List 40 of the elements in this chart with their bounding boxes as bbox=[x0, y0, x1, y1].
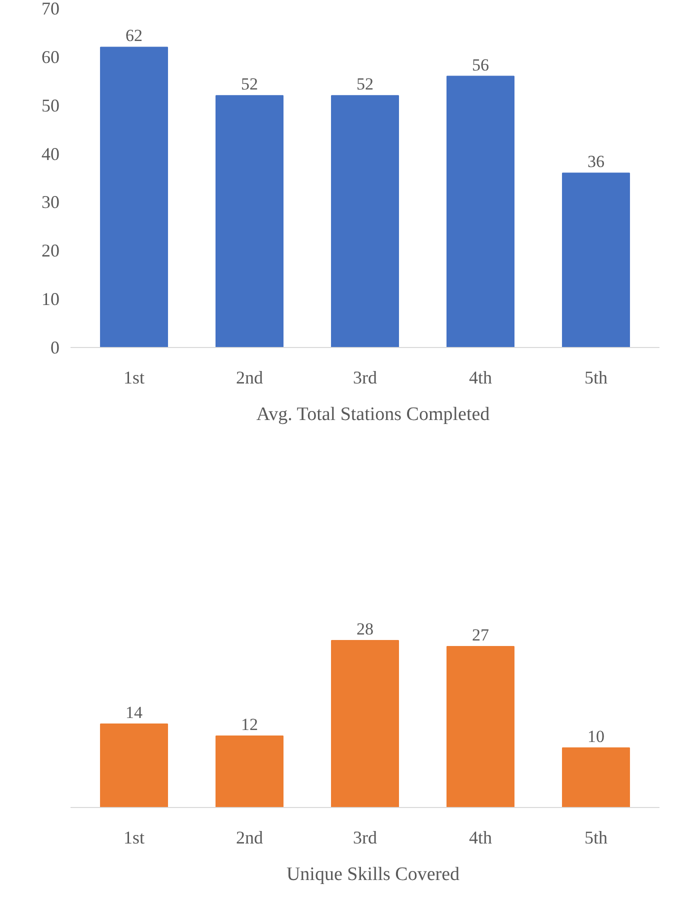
bar bbox=[446, 76, 514, 348]
text: Unique Skills Covered bbox=[286, 864, 460, 886]
x-tick-label: 5th bbox=[584, 368, 608, 388]
x-tick-label: 2nd bbox=[236, 828, 264, 848]
data-label: 27 bbox=[472, 626, 490, 644]
data-label: 12 bbox=[241, 714, 258, 734]
bar bbox=[562, 747, 630, 808]
data-label: 62 bbox=[126, 26, 143, 46]
y-tick-label: 0 bbox=[50, 338, 60, 358]
bar bbox=[216, 95, 284, 348]
x-tick-label: 3rd bbox=[353, 828, 378, 848]
bar bbox=[100, 724, 168, 808]
x-tick-label: 2nd bbox=[236, 368, 264, 388]
y-tick-label: 70 bbox=[42, 0, 60, 18]
bar bbox=[100, 46, 168, 348]
y-tick-label: 50 bbox=[42, 95, 60, 116]
x-tick-label: 4th bbox=[468, 828, 492, 848]
bar bbox=[216, 735, 284, 808]
x-tick-label: 3rd bbox=[353, 368, 378, 388]
x-tick-label: 5th bbox=[584, 828, 608, 848]
y-tick-label: 10 bbox=[42, 289, 60, 310]
bar bbox=[562, 172, 630, 348]
data-label: 36 bbox=[587, 152, 604, 172]
text: Avg. Total Stations Completed bbox=[256, 404, 490, 426]
y-tick-label: 40 bbox=[42, 144, 60, 164]
data-label: 10 bbox=[587, 726, 604, 746]
x-tick-label: 4th bbox=[468, 368, 492, 388]
data-label: 56 bbox=[472, 55, 489, 74]
data-label: 52 bbox=[241, 74, 258, 94]
bar bbox=[446, 646, 514, 808]
data-label: 52 bbox=[356, 74, 374, 94]
y-tick-label: 20 bbox=[42, 240, 60, 261]
x-tick-label: 1st bbox=[124, 828, 145, 848]
y-tick-label: 60 bbox=[42, 46, 60, 67]
y-tick-label: 30 bbox=[42, 192, 60, 212]
data-label: 28 bbox=[356, 620, 374, 639]
x-tick-label: 1st bbox=[124, 368, 145, 388]
data-label: 14 bbox=[126, 703, 144, 722]
bar bbox=[331, 640, 399, 808]
bar bbox=[331, 95, 399, 348]
